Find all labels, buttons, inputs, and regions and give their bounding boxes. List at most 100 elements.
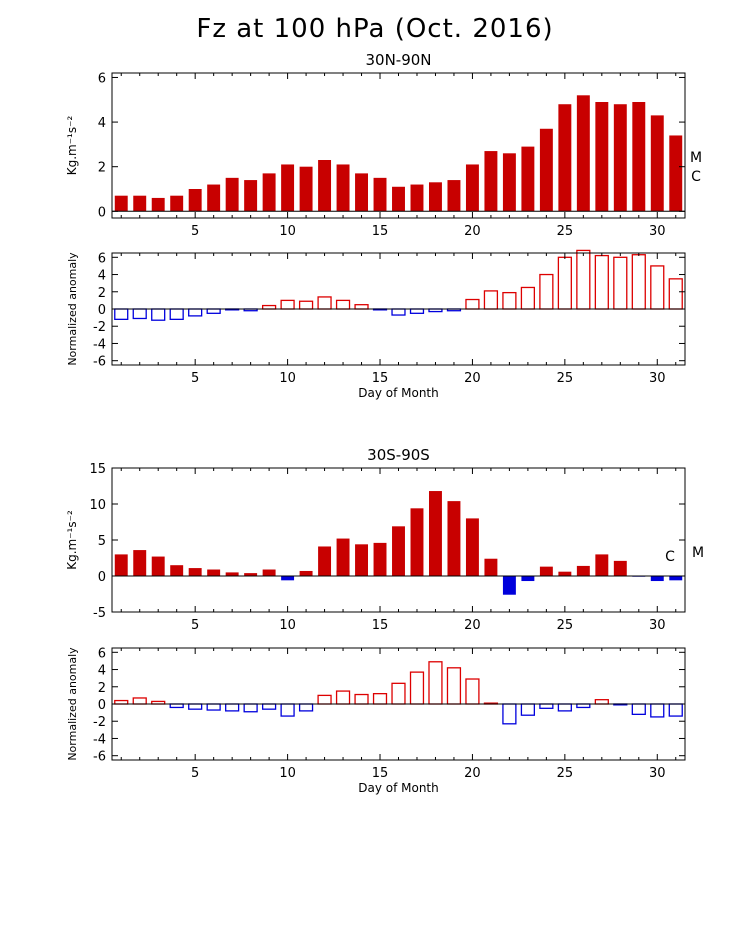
x-tick-label: 20: [464, 371, 481, 386]
bar: [151, 556, 165, 576]
bar: [632, 102, 646, 212]
bar: [355, 544, 369, 576]
bar: [244, 180, 258, 212]
bar: [484, 151, 498, 212]
x-tick-label: 5: [191, 224, 199, 239]
bar: [465, 164, 479, 212]
y-tick-label: 0: [98, 205, 106, 220]
bar: [502, 576, 516, 595]
bar: [539, 703, 554, 709]
bar: [355, 173, 369, 212]
x-tick-label: 15: [372, 224, 389, 239]
x-tick-label: 15: [372, 618, 389, 633]
bar: [650, 265, 665, 310]
y-tick-label: -4: [93, 732, 106, 747]
bar: [465, 678, 480, 705]
x-tick-label: 30: [649, 766, 666, 781]
bar: [354, 693, 369, 705]
y-tick-label: 0: [98, 570, 106, 585]
bar: [372, 693, 388, 705]
x-tick-label: 30: [649, 224, 666, 239]
bar: [539, 566, 553, 576]
bar: [132, 697, 147, 705]
y-tick-label: 6: [98, 251, 106, 266]
x-tick-label: 5: [191, 618, 199, 633]
y-tick-label: 4: [98, 269, 106, 284]
x-tick-label: 20: [464, 224, 481, 239]
bar: [558, 571, 572, 576]
bar: [133, 195, 147, 212]
bar: [595, 102, 609, 212]
bar: [206, 703, 221, 711]
bar: [410, 508, 424, 576]
y-tick-label: -4: [93, 337, 106, 352]
bar: [446, 667, 462, 705]
y-axis-label: Normalized anomaly: [66, 647, 79, 761]
bar: [243, 703, 258, 713]
bar: [595, 554, 609, 576]
bar: [594, 254, 609, 310]
y-tick-label: 5: [98, 534, 106, 549]
bar: [169, 308, 184, 320]
bar: [318, 160, 332, 212]
bar: [207, 569, 221, 576]
bar: [188, 703, 203, 710]
x-tick-label: 25: [557, 224, 574, 239]
bar: [558, 104, 572, 212]
bar: [392, 526, 405, 576]
bar: [520, 286, 536, 310]
y-tick-label: 2: [98, 286, 106, 301]
bar: [188, 568, 202, 576]
annotation-c: C: [665, 549, 675, 565]
x-tick-label: 25: [557, 618, 574, 633]
bar: [631, 703, 646, 715]
panel-4: Normalized anomaly Day of Month -6 -4 -2 0 2 4 6…: [66, 646, 686, 795]
bar: [373, 542, 387, 576]
y-tick-label: 4: [98, 664, 106, 679]
bar: [521, 576, 535, 582]
x-tick-label: 5: [191, 371, 199, 386]
bar: [391, 682, 406, 705]
bar: [262, 173, 276, 212]
bar: [483, 290, 499, 310]
bar: [169, 703, 184, 709]
bar: [409, 671, 425, 705]
bar: [262, 569, 276, 576]
panel-title: 30S-90S: [367, 446, 430, 464]
bar: [521, 146, 535, 212]
bar: [576, 95, 590, 212]
bar: [539, 273, 554, 310]
bar: [225, 572, 239, 576]
bar: [410, 184, 424, 212]
main-title: Fz at 100 hPa (Oct. 2016): [196, 14, 554, 44]
panel-title: 30N-90N: [365, 51, 431, 69]
y-tick-label: 4: [98, 116, 106, 131]
bar: [447, 501, 461, 576]
bar: [114, 195, 128, 212]
bar: [261, 304, 277, 310]
x-tick-label: 10: [279, 224, 296, 239]
bar: [447, 180, 461, 212]
bar: [669, 576, 683, 581]
bar: [281, 164, 295, 212]
y-tick-label: -2: [93, 715, 106, 730]
x-tick-label: 10: [279, 766, 296, 781]
bar: [114, 554, 128, 576]
bar: [668, 278, 683, 310]
annotation-c: C: [691, 169, 701, 185]
bar: [594, 699, 609, 705]
bar: [539, 128, 553, 212]
bar: [428, 182, 442, 212]
y-tick-label: 0: [98, 303, 106, 318]
bar: [261, 703, 277, 710]
bar: [244, 573, 258, 576]
y-axis-label: Normalized anomaly: [66, 252, 79, 366]
bar: [502, 703, 517, 725]
bar: [225, 703, 240, 712]
bar: [391, 308, 406, 316]
bar: [613, 256, 628, 310]
y-tick-label: -5: [93, 606, 106, 621]
x-tick-label: 5: [191, 766, 199, 781]
bar: [151, 197, 165, 212]
